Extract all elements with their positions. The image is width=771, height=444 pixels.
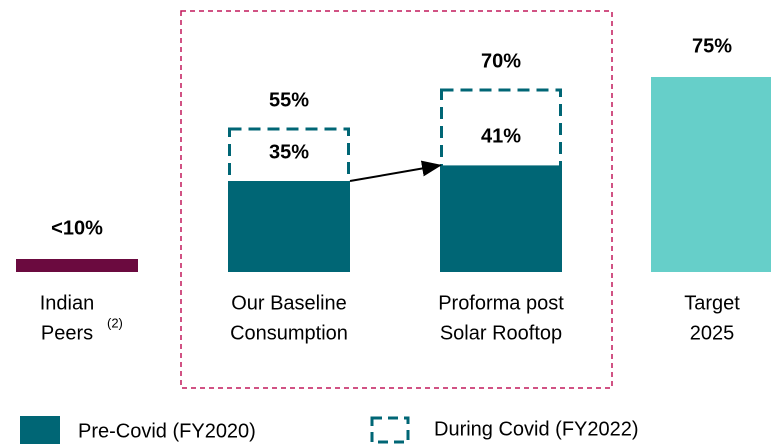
bar-outline <box>440 88 562 272</box>
value-label: 41% <box>481 126 521 148</box>
legend-label: During Covid (FY2022) <box>434 418 639 440</box>
value-label: 70% <box>481 50 521 72</box>
value-label: <10% <box>51 217 103 239</box>
bar <box>651 77 771 272</box>
x-tick-label: Proforma post <box>438 292 564 314</box>
value-label: 55% <box>269 89 309 111</box>
footnote-mark: (2) <box>107 315 123 330</box>
x-tick-label: Target <box>684 292 740 314</box>
legend-swatch <box>370 416 410 444</box>
x-tick-label: Consumption <box>230 322 348 344</box>
value-label: 35% <box>269 141 309 163</box>
x-tick-label: Our Baseline <box>231 292 347 314</box>
x-tick-label: 2025 <box>690 322 735 344</box>
x-tick-label: Indian <box>40 292 95 314</box>
value-label: 75% <box>692 35 732 57</box>
bar <box>228 181 350 272</box>
bar-outline <box>228 127 350 272</box>
bar <box>440 165 562 272</box>
x-tick-label: Solar Rooftop <box>440 322 562 344</box>
legend-swatch <box>20 416 60 444</box>
arrow <box>349 160 442 182</box>
x-tick-label: Peers <box>41 322 93 344</box>
legend-label: Pre-Covid (FY2020) <box>78 420 256 442</box>
bar <box>16 259 138 272</box>
